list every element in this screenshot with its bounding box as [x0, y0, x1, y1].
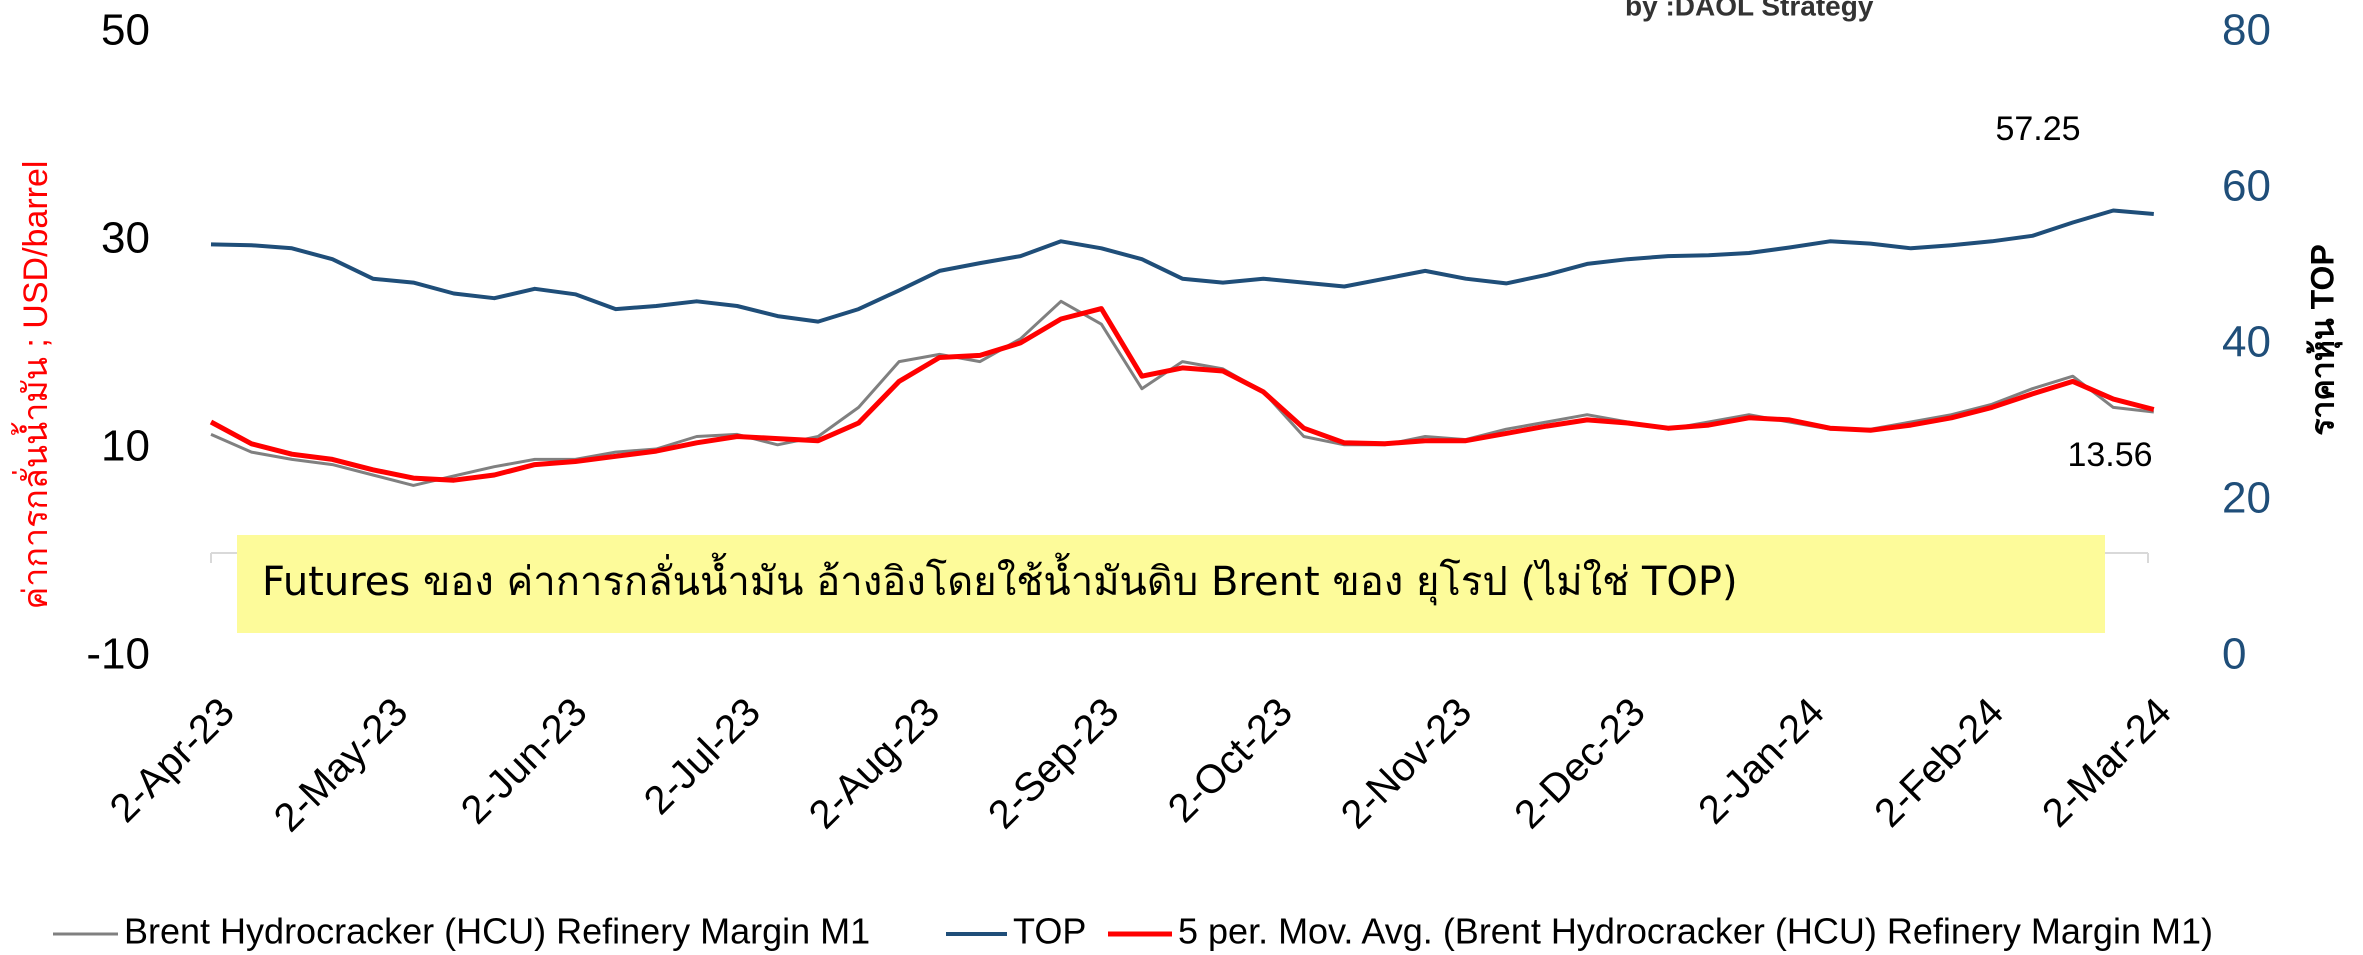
y2-tick-label: 20	[2222, 474, 2271, 523]
x-tick-label: 2-Nov-23	[1333, 690, 1480, 837]
x-tick-label: 2-Aug-23	[801, 690, 948, 837]
legend: Brent Hydrocracker (HCU) Refinery Margin…	[53, 911, 2213, 952]
y2-tick-label: 60	[2222, 162, 2271, 211]
x-tick-label: 2-Jun-23	[453, 690, 596, 833]
note-box	[237, 535, 2105, 633]
legend-label: TOP	[1013, 911, 1086, 952]
plot: -10 10 30 50 0 20 40 60 80 2-Apr-23 2-May-23 2-Jun-…	[86, 6, 2271, 841]
y-axis-label: ค่าการกลั่นน้ำมัน ; USD/barrel	[11, 161, 55, 610]
y2-axis-label: ราคาหุ้น TOP	[2304, 244, 2343, 436]
data-label: 13.56	[2067, 436, 2152, 474]
legend-label: Brent Hydrocracker (HCU) Refinery Margin…	[124, 911, 870, 952]
line-series	[210, 208, 2154, 324]
source: by :DAOL Strategy	[1625, 0, 1874, 21]
x-tick-label: 2-Feb-24	[1866, 690, 2012, 836]
y-tick-label: -10	[86, 630, 150, 679]
x-tick-label: 2-Apr-23	[102, 690, 243, 831]
line-series	[209, 306, 2155, 483]
y-tick-label: 30	[101, 214, 150, 263]
legend-label: 5 per. Mov. Avg. (Brent Hydrocracker (HC…	[1178, 911, 2213, 952]
x-tick-label: 2-Mar-24	[2034, 690, 2180, 836]
note: Futures ของ ค่าการกลั่นน้ำมัน อ้างอิงโดย…	[262, 552, 1738, 606]
data-label: 57.25	[1995, 110, 2080, 148]
y-tick-label: 10	[101, 422, 150, 471]
x-tick-label: 2-Jan-24	[1690, 690, 1833, 833]
x-tick-label: 2-Oct-23	[1160, 690, 1301, 831]
y2-tick-label: 0	[2222, 630, 2246, 679]
y-tick-label: 50	[101, 6, 150, 55]
line-series	[210, 299, 2154, 487]
x-tick-label: 2-May-23	[266, 690, 417, 841]
x-tick-label: 2-Sep-23	[980, 690, 1127, 837]
y2-tick-label: 80	[2222, 6, 2271, 55]
y2-tick-label: 40	[2222, 318, 2271, 367]
x-tick-label: 2-Dec-23	[1506, 690, 1653, 837]
x-tick-label: 2-Jul-23	[636, 690, 769, 823]
